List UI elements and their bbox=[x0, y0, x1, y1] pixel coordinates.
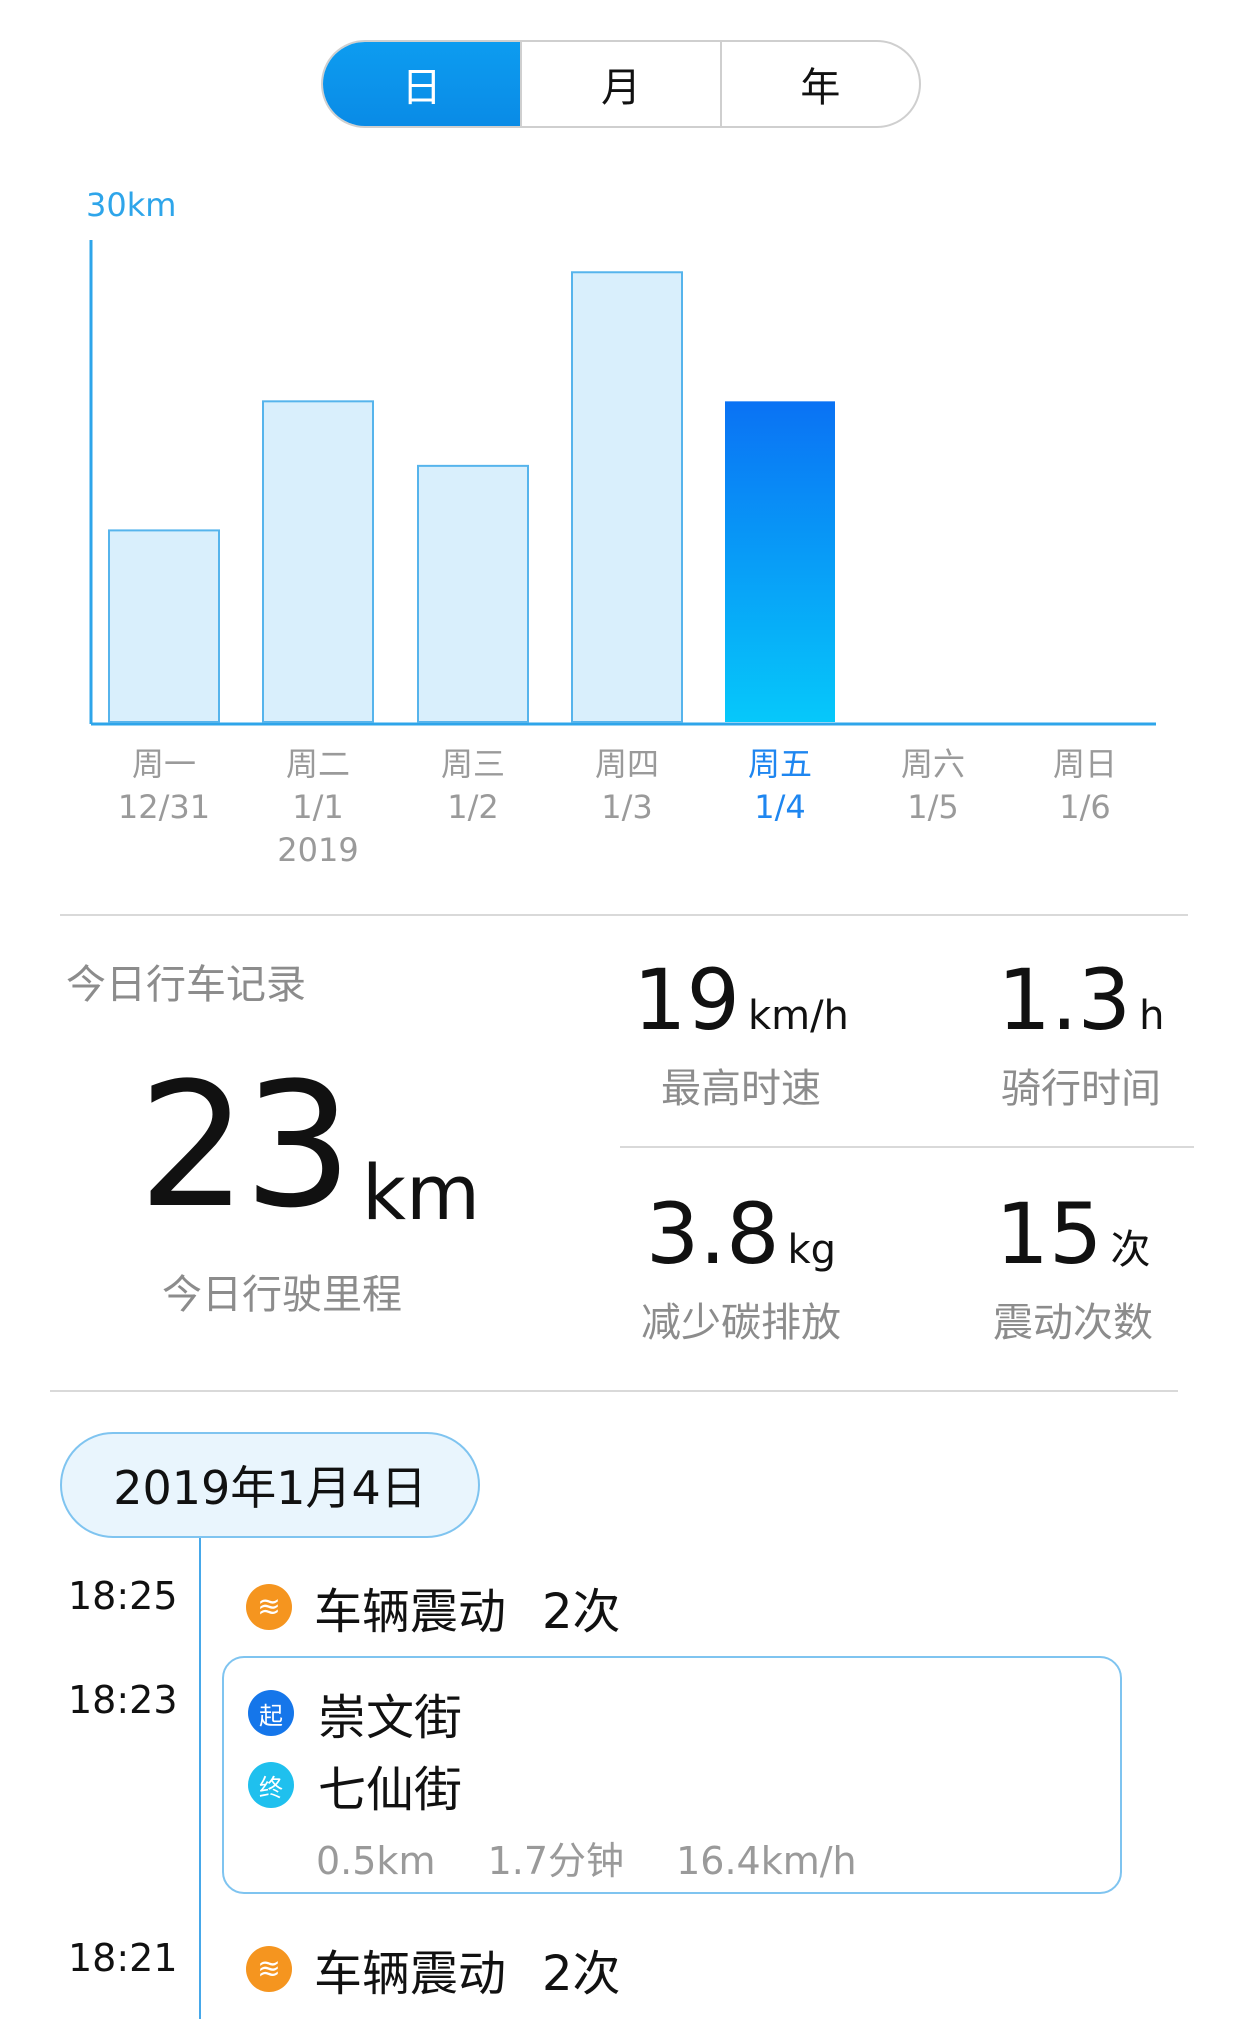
tick-label-weekday: 周日 bbox=[1053, 745, 1117, 783]
vibration-icon: ≋ bbox=[246, 1946, 292, 1992]
stat-unit: h bbox=[1139, 993, 1165, 1039]
trip-time: 18:23 bbox=[68, 1678, 178, 1722]
trip-end: 七仙街 bbox=[318, 1762, 463, 1818]
stat-value: 3.8 bbox=[645, 1185, 780, 1283]
trip-card[interactable]: 起 崇文街 终 七仙街 0.5km 1.7分钟 16.4km/h bbox=[222, 1656, 1122, 1894]
tick-label-weekday: 周五 bbox=[748, 745, 812, 783]
stat-ride-time: 1.3 h 骑行时间 bbox=[956, 958, 1206, 1114]
start-badge: 起 bbox=[248, 1690, 294, 1736]
trip-distance: 0.5km bbox=[316, 1839, 436, 1883]
event-count: 2次 bbox=[542, 1946, 621, 2002]
trip-speed: 16.4km/h bbox=[676, 1839, 857, 1883]
tick-label-date: 1/5 bbox=[907, 788, 959, 826]
end-badge: 终 bbox=[248, 1762, 294, 1808]
daily-distance-chart: 30km 周一 12/31 周二 1/1 2019 周三 1/2 周四 1/3 周五 1/4 周六 1/… bbox=[86, 186, 1156, 869]
trip-stats: 0.5km 1.7分钟 16.4km/h bbox=[316, 1830, 897, 1885]
divider-stats bbox=[620, 1146, 1194, 1148]
record-title: 今日行车记录 bbox=[66, 962, 306, 1008]
tick-label-weekday: 周四 bbox=[595, 745, 659, 783]
stat-unit: kg bbox=[787, 1227, 837, 1273]
bar-12/31[interactable] bbox=[108, 529, 220, 723]
tab-day[interactable]: 日 bbox=[323, 42, 521, 126]
trip-end-row: 终 七仙街 bbox=[248, 1750, 462, 1820]
vibration-event[interactable]: ≋ 车辆震动 2次 bbox=[246, 1934, 621, 2004]
bar-1/4[interactable] bbox=[725, 401, 835, 722]
y-max-label: 30km bbox=[86, 186, 176, 224]
stat-value: 1.3 bbox=[997, 951, 1132, 1049]
distance-value: 23 bbox=[138, 1045, 353, 1246]
stat-max-speed: 19 km/h 最高时速 bbox=[616, 958, 866, 1114]
stat-label: 减少碳排放 bbox=[641, 1300, 841, 1346]
tick-label-weekday: 周二 bbox=[286, 745, 350, 783]
stat-value: 15 bbox=[995, 1185, 1103, 1283]
vibration-event[interactable]: ≋ 车辆震动 2次 bbox=[246, 1572, 621, 1642]
stat-unit: km/h bbox=[747, 993, 849, 1039]
bar-1/2[interactable] bbox=[417, 464, 529, 723]
timeline-line bbox=[199, 1538, 201, 2019]
tick-label-date: 1/2 bbox=[447, 788, 499, 826]
stat-unit: 次 bbox=[1110, 1227, 1151, 1273]
distance-unit: km bbox=[362, 1148, 481, 1237]
bar-1/1[interactable] bbox=[262, 400, 374, 723]
trip-duration: 1.7分钟 bbox=[487, 1839, 624, 1883]
divider-top bbox=[60, 914, 1188, 916]
event-time: 18:25 bbox=[68, 1574, 178, 1618]
stat-carbon: 3.8 kg 减少碳排放 bbox=[616, 1192, 866, 1348]
vibration-icon: ≋ bbox=[246, 1584, 292, 1630]
stat-value: 19 bbox=[633, 951, 740, 1049]
tick-label-weekday: 周三 bbox=[441, 745, 505, 783]
event-text: 车辆震动 bbox=[314, 1946, 507, 2002]
tick-label-date: 1/4 bbox=[754, 788, 806, 826]
tab-month[interactable]: 月 bbox=[520, 42, 719, 126]
period-selector: 日 月 年 bbox=[321, 40, 921, 128]
tick-label-date: 12/31 bbox=[118, 788, 210, 826]
stat-label: 最高时速 bbox=[661, 1066, 821, 1112]
tick-label-year: 2019 bbox=[277, 831, 358, 869]
tick-label-weekday: 周一 bbox=[132, 745, 196, 783]
timeline-date[interactable]: 2019年1月4日 bbox=[60, 1432, 480, 1538]
stat-label: 骑行时间 bbox=[1001, 1066, 1161, 1112]
tick-label-date: 1/1 bbox=[292, 788, 344, 826]
event-time: 18:21 bbox=[68, 1936, 178, 1980]
divider-bottom bbox=[50, 1390, 1178, 1392]
tab-year[interactable]: 年 bbox=[719, 42, 919, 126]
tick-label-date: 1/6 bbox=[1059, 788, 1111, 826]
event-text: 车辆震动 bbox=[314, 1584, 507, 1640]
event-count: 2次 bbox=[542, 1584, 621, 1640]
stat-label: 震动次数 bbox=[993, 1300, 1153, 1346]
trip-start: 崇文街 bbox=[318, 1690, 463, 1746]
distance-label: 今日行驶里程 bbox=[162, 1272, 402, 1318]
tick-label-date: 1/3 bbox=[601, 788, 653, 826]
stat-vibration: 15 次 震动次数 bbox=[948, 1192, 1198, 1348]
tick-label-weekday: 周六 bbox=[901, 745, 965, 783]
trip-start-row: 起 崇文街 bbox=[248, 1678, 462, 1748]
bar-1/3[interactable] bbox=[571, 271, 683, 724]
